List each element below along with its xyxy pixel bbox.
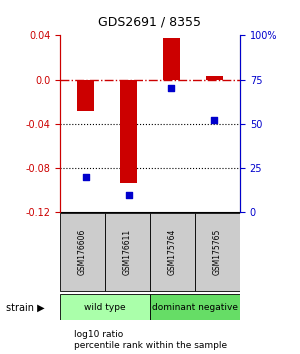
Text: GSM176606: GSM176606 (78, 229, 87, 275)
Bar (61, 213, 105, 291)
Text: GSM175765: GSM175765 (213, 229, 222, 275)
Text: GDS2691 / 8355: GDS2691 / 8355 (98, 16, 202, 29)
Bar (196, 213, 239, 291)
Bar (206, 76, 223, 80)
Text: GSM176611: GSM176611 (123, 229, 132, 275)
Text: GSM175764: GSM175764 (168, 229, 177, 275)
Point (126, 192, 131, 198)
Point (83, 174, 88, 180)
Bar (77, 80, 94, 110)
Point (212, 118, 217, 123)
Bar (150, 213, 194, 291)
Bar (120, 80, 137, 183)
Text: dominant negative: dominant negative (152, 303, 238, 312)
Point (169, 86, 174, 91)
Text: wild type: wild type (84, 303, 126, 312)
Text: log10 ratio: log10 ratio (74, 330, 123, 339)
Text: strain ▶: strain ▶ (6, 302, 45, 312)
Bar (106, 213, 150, 291)
Bar (150, 295, 239, 320)
Bar (163, 38, 180, 80)
Text: percentile rank within the sample: percentile rank within the sample (74, 341, 226, 350)
Bar (61, 295, 150, 320)
